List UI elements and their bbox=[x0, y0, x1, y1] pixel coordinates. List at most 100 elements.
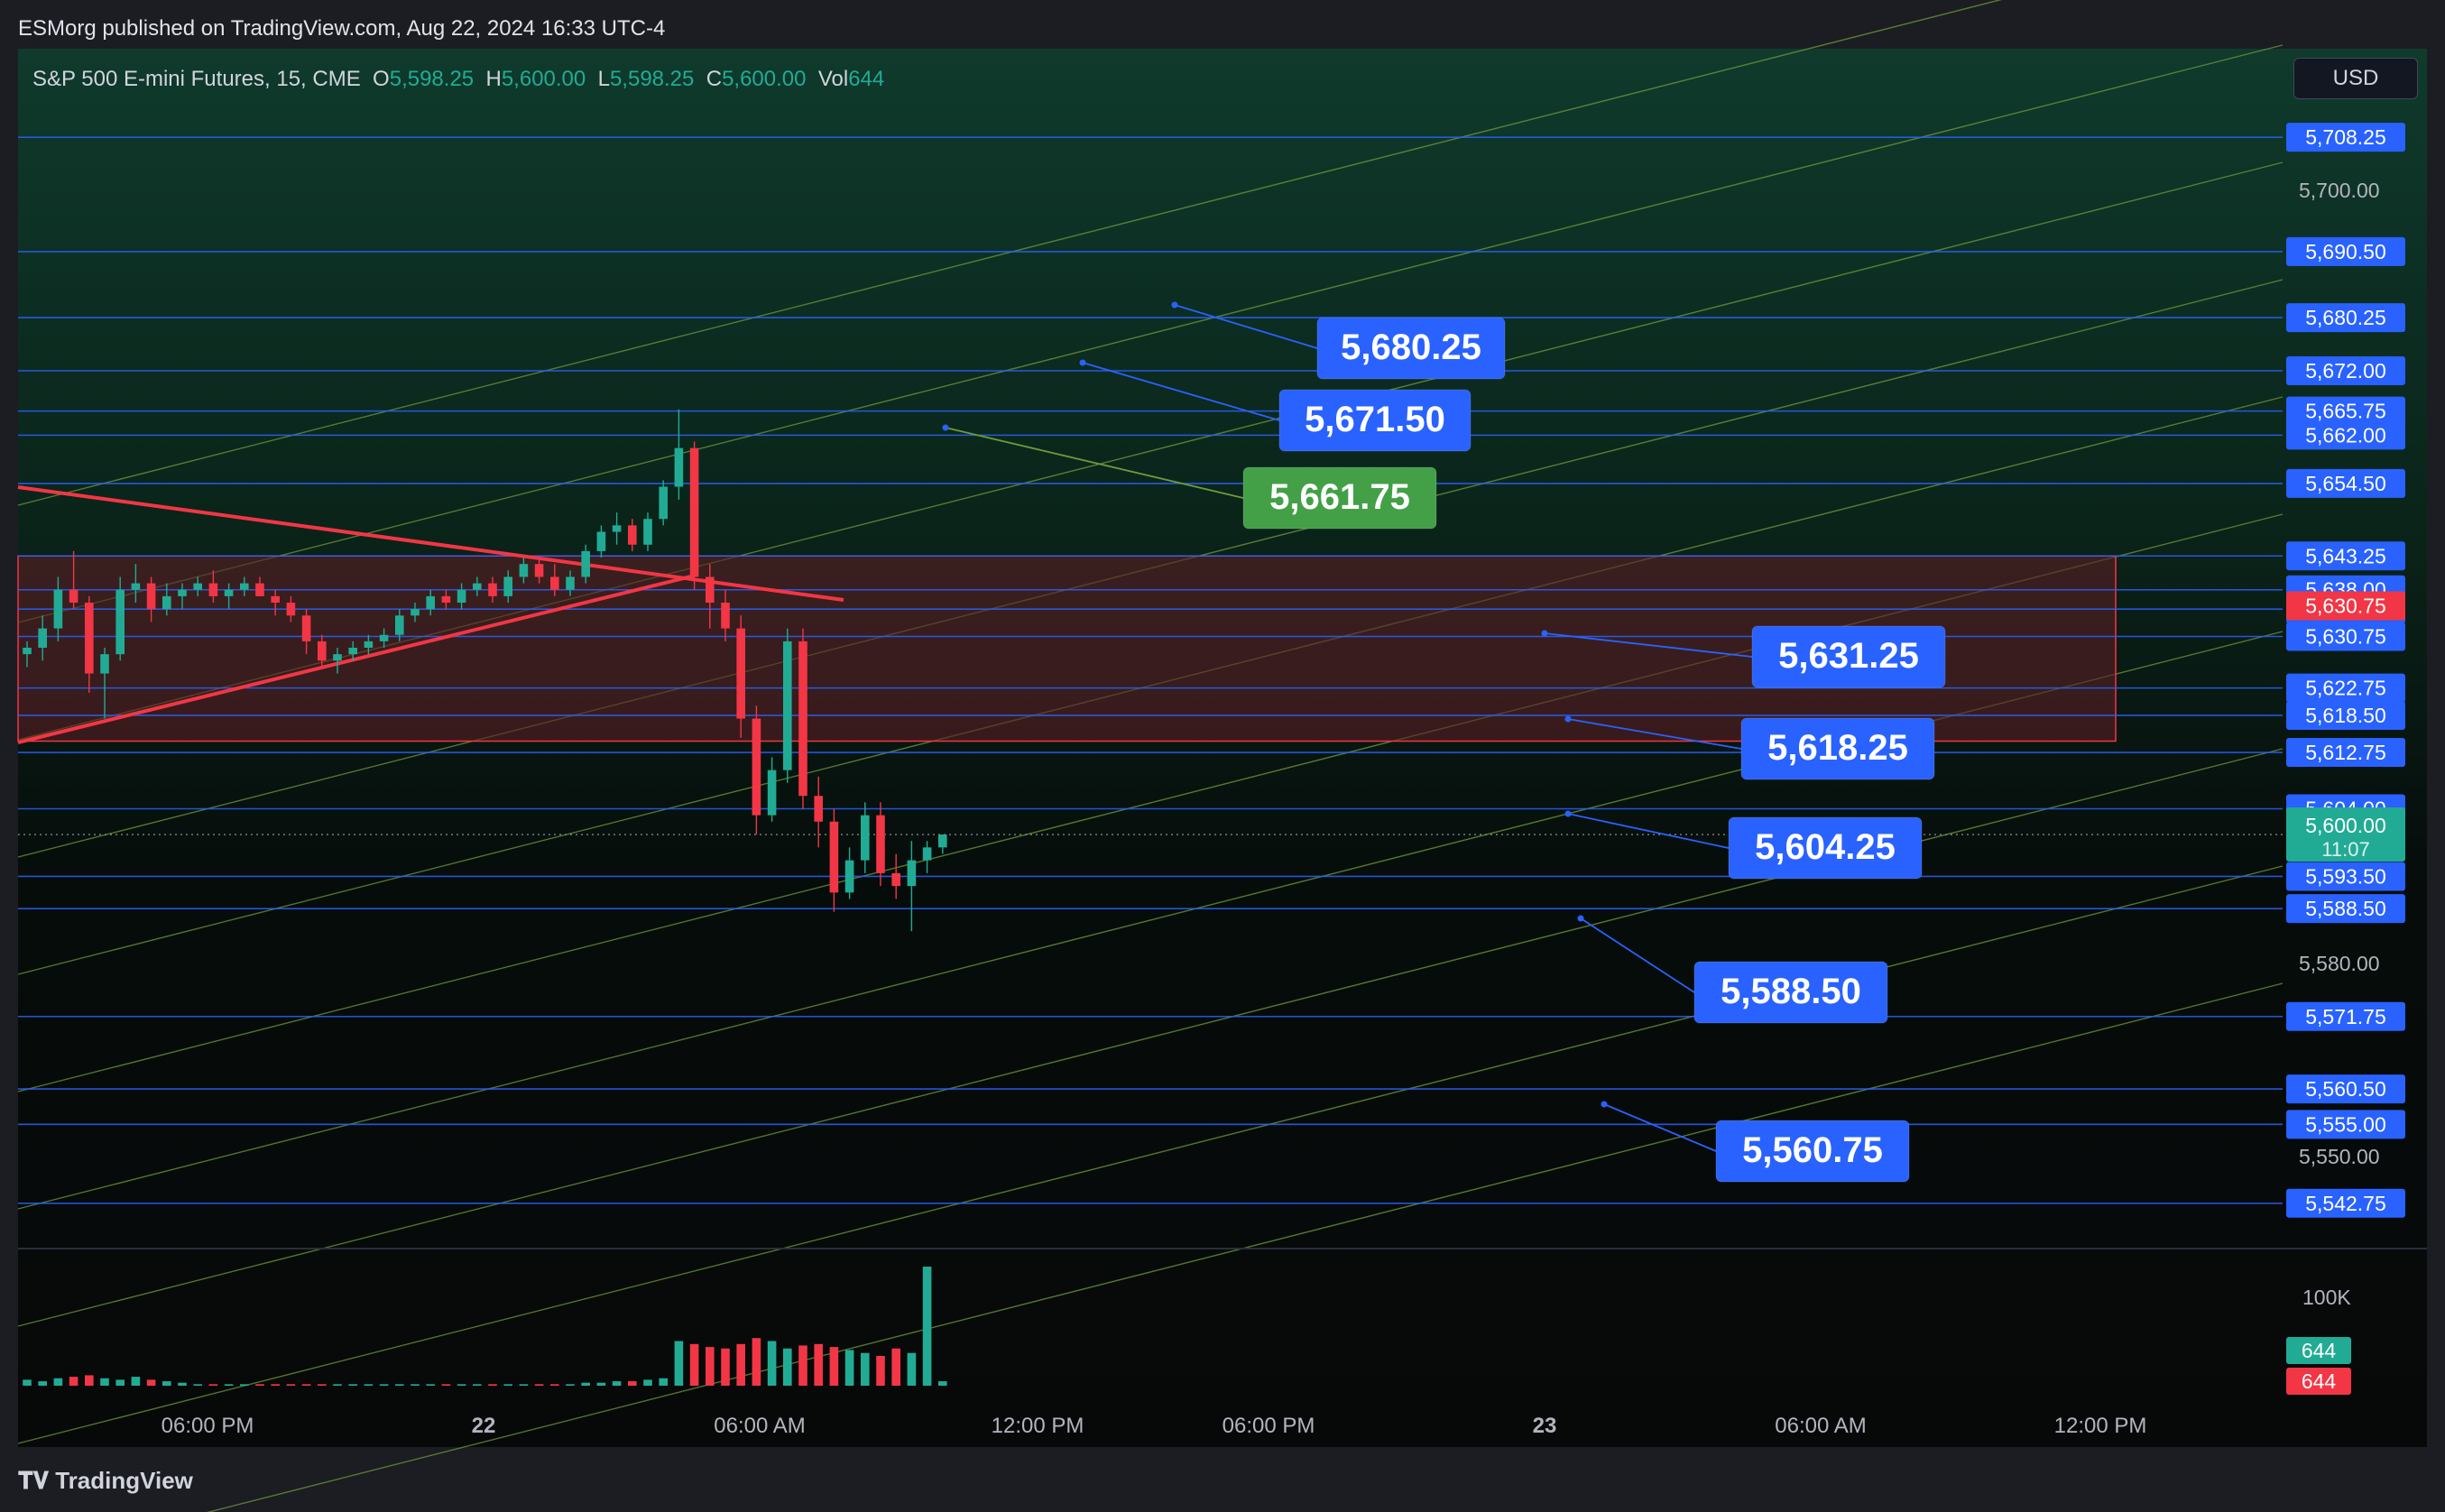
callout-anchor bbox=[1564, 715, 1572, 723]
callout-anchor bbox=[942, 424, 949, 431]
candle-body bbox=[271, 595, 280, 604]
candle-body bbox=[379, 634, 389, 641]
price-scale-label: 5,560.50 bbox=[2305, 1077, 2386, 1101]
y-tick-label: 5,550.00 bbox=[2299, 1145, 2380, 1168]
volume-bar bbox=[379, 1384, 389, 1386]
price-scale-label: 5,612.75 bbox=[2305, 741, 2386, 764]
candle-body bbox=[566, 576, 575, 590]
candle-body bbox=[441, 595, 451, 604]
volume-bar bbox=[861, 1352, 870, 1386]
candle-body bbox=[938, 834, 947, 848]
currency-button[interactable]: USD bbox=[2293, 58, 2418, 99]
price-scale-badge bbox=[2286, 1188, 2405, 1218]
candle-body bbox=[550, 576, 559, 590]
volume-bar bbox=[395, 1384, 404, 1386]
callout-box bbox=[1316, 317, 1506, 380]
price-scale-badge bbox=[2286, 355, 2405, 385]
y-tick-label: 5,580.00 bbox=[2299, 952, 2380, 975]
symbol-legend: S&P 500 E-mini Futures, 15, CME O5,598.2… bbox=[32, 67, 884, 92]
callout-label: 5,671.50 bbox=[1305, 400, 1445, 439]
volume-bar bbox=[752, 1338, 761, 1386]
callout-label: 5,680.25 bbox=[1341, 327, 1481, 367]
x-tick-label: 06:00 AM bbox=[714, 1414, 805, 1438]
candle-body bbox=[224, 589, 234, 596]
channel-line bbox=[17, 0, 2003, 506]
volume-bar bbox=[193, 1384, 202, 1386]
callout-anchor bbox=[1577, 915, 1584, 922]
callout-connector bbox=[1567, 813, 1730, 849]
volume-bar bbox=[146, 1379, 156, 1386]
close-label: C bbox=[706, 67, 723, 91]
channel-line bbox=[17, 44, 2284, 623]
candle-body bbox=[85, 603, 94, 674]
candle-body bbox=[38, 628, 47, 648]
volume-bar bbox=[689, 1343, 699, 1386]
price-scale-badge bbox=[2286, 673, 2405, 703]
volume-bar bbox=[38, 1381, 47, 1386]
callout-box bbox=[1693, 961, 1888, 1024]
tradingview-logo[interactable]: 𝐓𝐕 TradingView bbox=[18, 1467, 193, 1496]
volume-bar bbox=[534, 1384, 544, 1386]
price-scale-label: 5,654.50 bbox=[2305, 472, 2386, 495]
volume-bar bbox=[208, 1384, 218, 1386]
candle-body bbox=[736, 628, 745, 719]
price-scale-label: 5,672.00 bbox=[2305, 359, 2386, 383]
candle-body bbox=[628, 525, 637, 545]
high-label: H bbox=[485, 67, 502, 91]
price-scale-badge bbox=[2286, 303, 2405, 333]
volume-bar bbox=[85, 1375, 94, 1386]
candle-body bbox=[348, 648, 357, 655]
high-value: 5,600.00 bbox=[501, 67, 586, 91]
price-scale-label: 5,571.75 bbox=[2305, 1005, 2386, 1028]
volume-badge bbox=[2286, 1337, 2351, 1364]
price-scale-label: 5,618.50 bbox=[2305, 704, 2386, 727]
volume-bar bbox=[798, 1345, 807, 1386]
symbol-title[interactable]: S&P 500 E-mini Futures, 15, CME bbox=[32, 67, 361, 91]
volume-bar bbox=[659, 1378, 668, 1386]
candle-body bbox=[643, 519, 652, 545]
callout-label: 5,618.25 bbox=[1767, 728, 1908, 768]
volume-bar bbox=[721, 1348, 730, 1386]
candle-body bbox=[473, 583, 482, 590]
price-scale-badge bbox=[2286, 396, 2405, 426]
volume-bar bbox=[271, 1384, 280, 1386]
candle-body bbox=[503, 576, 512, 596]
candle-body bbox=[767, 770, 777, 816]
candle-body bbox=[752, 718, 761, 816]
callout-anchor bbox=[1564, 810, 1572, 817]
candle-body bbox=[798, 641, 807, 797]
callout-connector bbox=[1082, 362, 1280, 421]
price-scale-badge bbox=[2286, 862, 2405, 891]
current-price-badge bbox=[2286, 807, 2405, 862]
price-scale-badge bbox=[2286, 123, 2405, 152]
volume-label: Vol bbox=[817, 67, 849, 91]
volume-bar bbox=[286, 1384, 296, 1386]
price-scale-label: 5,588.50 bbox=[2305, 897, 2386, 920]
candle-body bbox=[581, 550, 590, 577]
price-scale-label: 5,630.75 bbox=[2305, 625, 2386, 649]
open-label: O bbox=[373, 67, 390, 91]
candle-body bbox=[814, 796, 823, 822]
volume-bar bbox=[783, 1348, 792, 1386]
volume-bar bbox=[814, 1343, 823, 1386]
price-scale-label: 5,630.75 bbox=[2305, 595, 2386, 618]
x-tick-label: 12:00 PM bbox=[992, 1414, 1084, 1438]
callout-connector bbox=[1544, 632, 1753, 658]
channel-line bbox=[17, 865, 2284, 1444]
chart-panel[interactable] bbox=[18, 49, 2427, 1447]
callout-anchor bbox=[1541, 630, 1548, 637]
volume-bar bbox=[411, 1384, 420, 1386]
callout-connector bbox=[1174, 304, 1318, 349]
volume-bar bbox=[100, 1378, 109, 1386]
volume-bar bbox=[938, 1381, 947, 1386]
price-scale-badge bbox=[2286, 1001, 2405, 1031]
candle-body bbox=[689, 447, 699, 577]
low-label: L bbox=[597, 67, 610, 91]
x-tick-label: 12:00 PM bbox=[2054, 1414, 2147, 1438]
volume-bar bbox=[333, 1384, 342, 1386]
volume-bar bbox=[519, 1384, 529, 1386]
candle-body bbox=[100, 654, 109, 674]
publisher-header: ESMorg published on TradingView.com, Aug… bbox=[18, 16, 666, 41]
price-scale-badge bbox=[2286, 738, 2405, 768]
